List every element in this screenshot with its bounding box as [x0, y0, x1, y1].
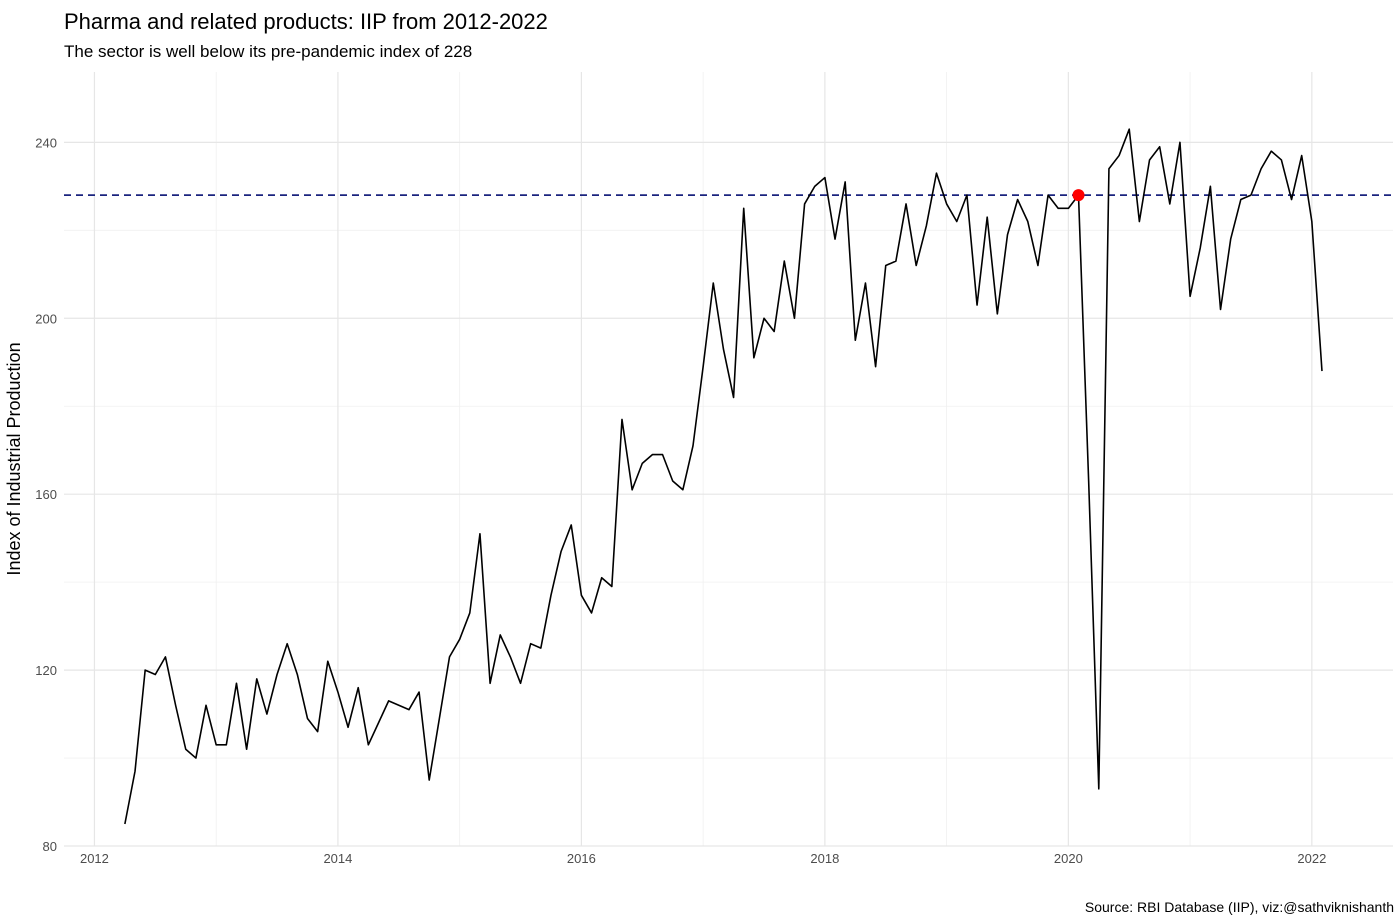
chart-subtitle: The sector is well below its pre-pandemi… [64, 42, 473, 61]
y-axis-ticks: 80 120 160 200 240 [35, 135, 57, 854]
highlight-layer [1072, 189, 1085, 202]
series-line-layer [124, 128, 1323, 825]
iip-series-line [124, 128, 1323, 825]
chart-caption: Source: RBI Database (IIP), viz:@sathvik… [1084, 899, 1394, 915]
y-tick-label: 160 [35, 487, 57, 502]
x-tick-label: 2022 [1297, 851, 1326, 866]
minor-gridlines [64, 72, 1393, 846]
x-tick-label: 2018 [810, 851, 839, 866]
chart-title: Pharma and related products: IIP from 20… [64, 9, 548, 34]
major-gridlines [64, 72, 1393, 847]
y-tick-label: 240 [35, 135, 57, 150]
x-tick-label: 2016 [567, 851, 596, 866]
y-tick-label: 80 [43, 839, 57, 854]
x-tick-label: 2012 [80, 851, 109, 866]
y-tick-label: 120 [35, 663, 57, 678]
x-tick-label: 2014 [323, 851, 352, 866]
x-tick-label: 2020 [1054, 851, 1083, 866]
pre-pandemic-point [1072, 189, 1085, 202]
y-tick-label: 200 [35, 311, 57, 326]
x-axis-ticks: 2012 2014 2016 2018 2020 2022 [80, 851, 1326, 866]
y-axis-label: Index of Industrial Production [4, 342, 24, 575]
